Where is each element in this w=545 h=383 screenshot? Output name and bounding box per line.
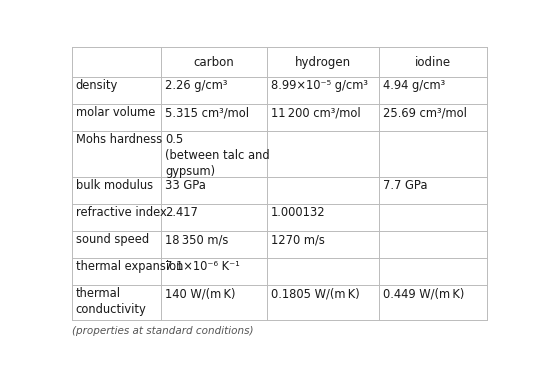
Text: bulk modulus: bulk modulus — [76, 179, 153, 192]
Text: hydrogen: hydrogen — [295, 56, 351, 69]
Text: molar volume: molar volume — [76, 106, 155, 119]
Text: 7.1×10⁻⁶ K⁻¹: 7.1×10⁻⁶ K⁻¹ — [165, 260, 240, 273]
Text: 1270 m/s: 1270 m/s — [271, 233, 325, 246]
Text: 8.99×10⁻⁵ g/cm³: 8.99×10⁻⁵ g/cm³ — [271, 79, 368, 92]
Text: 0.1805 W/(m K): 0.1805 W/(m K) — [271, 287, 360, 300]
Text: 33 GPa: 33 GPa — [165, 179, 206, 192]
Text: thermal expansion: thermal expansion — [76, 260, 183, 273]
Text: 140 W/(m K): 140 W/(m K) — [165, 287, 235, 300]
Text: density: density — [76, 79, 118, 92]
Text: sound speed: sound speed — [76, 233, 149, 246]
Text: 1.000132: 1.000132 — [271, 206, 326, 219]
Text: 5.315 cm³/mol: 5.315 cm³/mol — [165, 106, 249, 119]
Text: 25.69 cm³/mol: 25.69 cm³/mol — [383, 106, 467, 119]
Text: 0.5
(between talc and
gypsum): 0.5 (between talc and gypsum) — [165, 133, 270, 178]
Text: 11 200 cm³/mol: 11 200 cm³/mol — [271, 106, 361, 119]
Text: 4.94 g/cm³: 4.94 g/cm³ — [383, 79, 445, 92]
Text: 7.7 GPa: 7.7 GPa — [383, 179, 428, 192]
Text: 2.417: 2.417 — [165, 206, 198, 219]
Text: iodine: iodine — [415, 56, 451, 69]
Text: 18 350 m/s: 18 350 m/s — [165, 233, 228, 246]
Text: 0.449 W/(m K): 0.449 W/(m K) — [383, 287, 465, 300]
Text: (properties at standard conditions): (properties at standard conditions) — [71, 326, 253, 336]
Text: 2.26 g/cm³: 2.26 g/cm³ — [165, 79, 228, 92]
Text: carbon: carbon — [193, 56, 234, 69]
Text: thermal
conductivity: thermal conductivity — [76, 287, 147, 316]
Text: refractive index: refractive index — [76, 206, 166, 219]
Text: Mohs hardness: Mohs hardness — [76, 133, 162, 146]
